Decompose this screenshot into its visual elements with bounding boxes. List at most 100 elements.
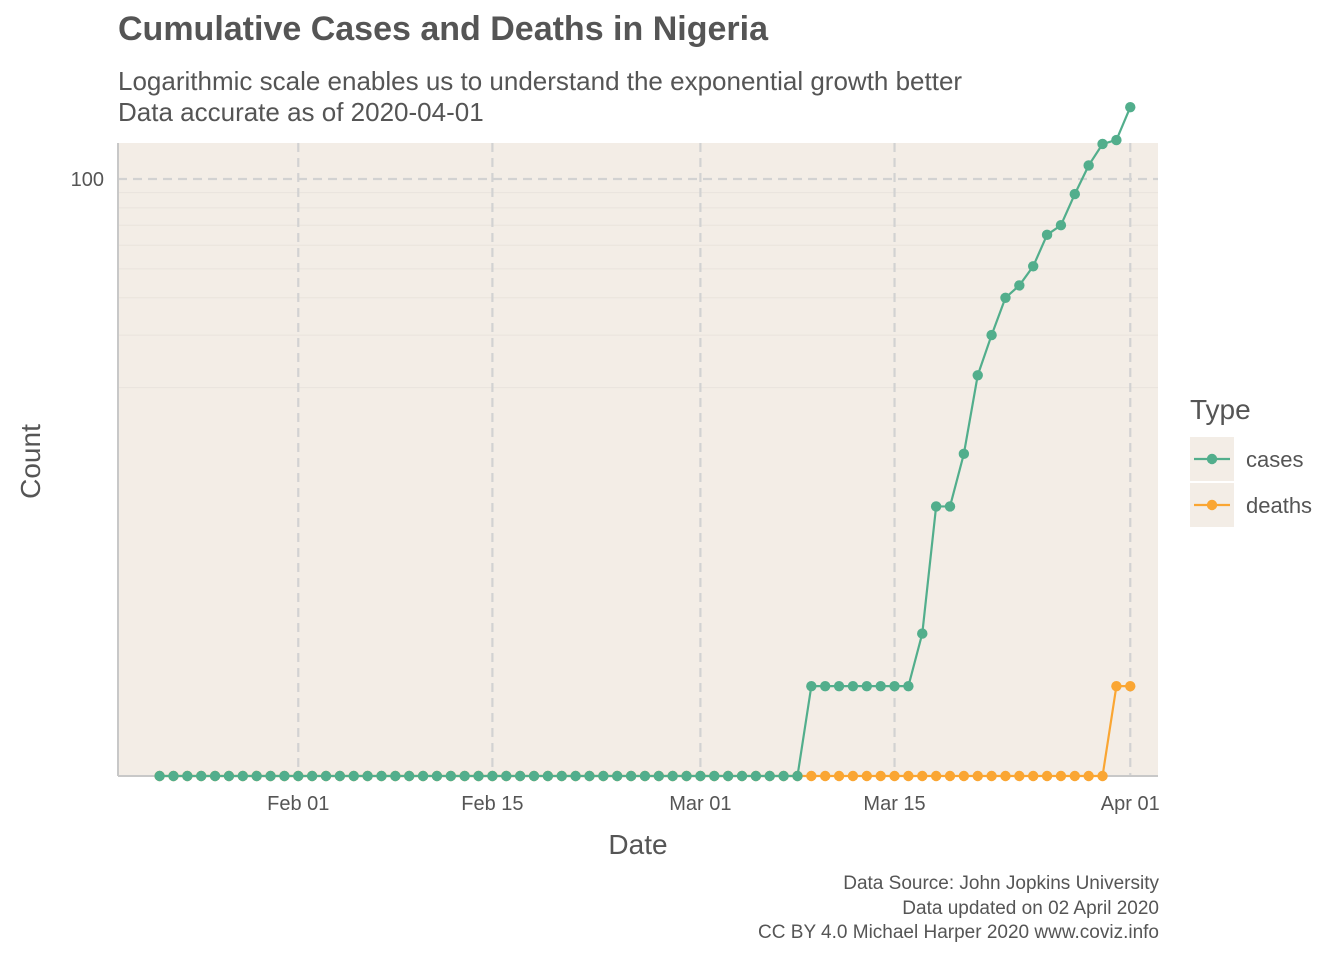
data-point-cases — [833, 680, 845, 692]
data-point-cases — [1111, 134, 1122, 146]
data-point-cases — [362, 770, 373, 782]
data-point-cases — [709, 770, 720, 782]
caption-license: CC BY 4.0 Michael Harper 2020 www.coviz.… — [758, 922, 1159, 943]
data-point-cases — [903, 680, 914, 692]
data-point-cases — [681, 770, 692, 782]
data-point-cases — [265, 770, 276, 782]
data-point-cases — [584, 770, 595, 782]
data-point-cases — [1055, 220, 1067, 231]
data-point-deaths — [1125, 680, 1136, 692]
data-point-deaths — [917, 770, 928, 782]
data-point-cases — [695, 770, 706, 782]
data-point-cases — [1069, 188, 1081, 200]
data-point-cases — [1041, 229, 1053, 241]
data-point-cases — [487, 770, 498, 782]
data-point-cases — [598, 770, 609, 782]
data-point-deaths — [944, 770, 956, 782]
data-point-cases — [445, 770, 456, 782]
data-point-deaths — [1028, 770, 1039, 782]
data-point-deaths — [1000, 770, 1011, 782]
data-point-cases — [806, 680, 817, 692]
data-point-cases — [958, 448, 970, 460]
data-point-cases — [667, 770, 678, 782]
data-point-deaths — [833, 770, 845, 782]
data-point-deaths — [972, 770, 983, 782]
data-point-deaths — [889, 770, 900, 782]
data-point-deaths — [986, 770, 997, 782]
data-point-cases — [417, 770, 429, 782]
data-point-cases — [764, 770, 775, 782]
data-point-cases — [875, 680, 886, 692]
data-point-cases — [279, 770, 290, 782]
data-point-cases — [1000, 292, 1011, 303]
x-tick-label: Feb 01 — [267, 793, 329, 815]
data-point-cases — [501, 770, 512, 782]
x-tick-label: Mar 01 — [669, 793, 731, 815]
data-point-cases — [792, 770, 803, 782]
data-point-cases — [293, 770, 304, 782]
data-point-deaths — [1055, 770, 1067, 782]
data-point-cases — [778, 770, 789, 782]
data-point-cases — [376, 770, 387, 782]
x-axis-title: Date — [608, 829, 667, 860]
plot-panel — [118, 143, 1158, 776]
data-point-cases — [986, 329, 997, 341]
legend-title: Type — [1190, 394, 1251, 425]
data-point-cases — [431, 770, 443, 782]
data-point-deaths — [958, 770, 970, 782]
data-point-cases — [1028, 261, 1039, 272]
data-point-cases — [556, 770, 567, 782]
data-point-deaths — [903, 770, 914, 782]
data-point-cases — [639, 770, 651, 782]
legend-label-deaths: deaths — [1246, 493, 1312, 518]
data-point-deaths — [806, 770, 817, 782]
data-point-cases — [750, 770, 762, 782]
data-point-cases — [237, 770, 248, 782]
caption-updated: Data updated on 02 April 2020 — [902, 898, 1159, 919]
x-tick-label: Apr 01 — [1101, 793, 1160, 815]
data-point-cases — [1125, 101, 1136, 113]
data-point-cases — [514, 770, 526, 782]
data-point-cases — [1014, 280, 1025, 291]
data-point-cases — [334, 770, 346, 782]
legend-key-point — [1206, 499, 1218, 511]
data-point-cases — [196, 770, 207, 782]
data-point-cases — [1097, 138, 1108, 150]
data-point-deaths — [1097, 770, 1108, 782]
data-point-deaths — [1069, 770, 1081, 782]
chart-subtitle-line-2: Data accurate as of 2020-04-01 — [118, 97, 484, 127]
data-point-cases — [972, 370, 983, 381]
data-point-cases — [528, 770, 540, 782]
data-point-cases — [542, 770, 554, 782]
data-point-cases — [320, 770, 332, 782]
data-point-cases — [653, 770, 664, 782]
data-point-cases — [459, 770, 470, 782]
x-tick-label: Feb 15 — [461, 793, 523, 815]
data-point-cases — [404, 770, 415, 782]
data-point-cases — [570, 770, 581, 782]
data-point-cases — [930, 501, 942, 512]
data-point-deaths — [1083, 770, 1094, 782]
caption-data-source: Data Source: John Jopkins University — [843, 873, 1159, 894]
chart-title: Cumulative Cases and Deaths in Nigeria — [118, 10, 768, 48]
data-point-cases — [917, 628, 928, 639]
data-point-cases — [390, 770, 401, 782]
data-point-deaths — [930, 770, 942, 782]
data-point-cases — [736, 770, 748, 782]
data-point-cases — [182, 770, 193, 782]
y-axis-title: Count — [15, 424, 46, 499]
data-point-deaths — [861, 770, 872, 782]
y-tick-label: 100 — [71, 169, 104, 191]
data-point-cases — [223, 770, 235, 782]
data-point-cases — [473, 770, 484, 782]
data-point-deaths — [1111, 680, 1122, 692]
data-point-cases — [722, 770, 734, 782]
data-point-cases — [251, 770, 262, 782]
data-point-cases — [1083, 160, 1094, 171]
data-point-deaths — [847, 770, 859, 782]
legend-key-point — [1206, 453, 1218, 465]
legend-label-cases: cases — [1246, 447, 1303, 472]
data-point-cases — [209, 770, 221, 782]
x-tick-label: Mar 15 — [863, 793, 925, 815]
